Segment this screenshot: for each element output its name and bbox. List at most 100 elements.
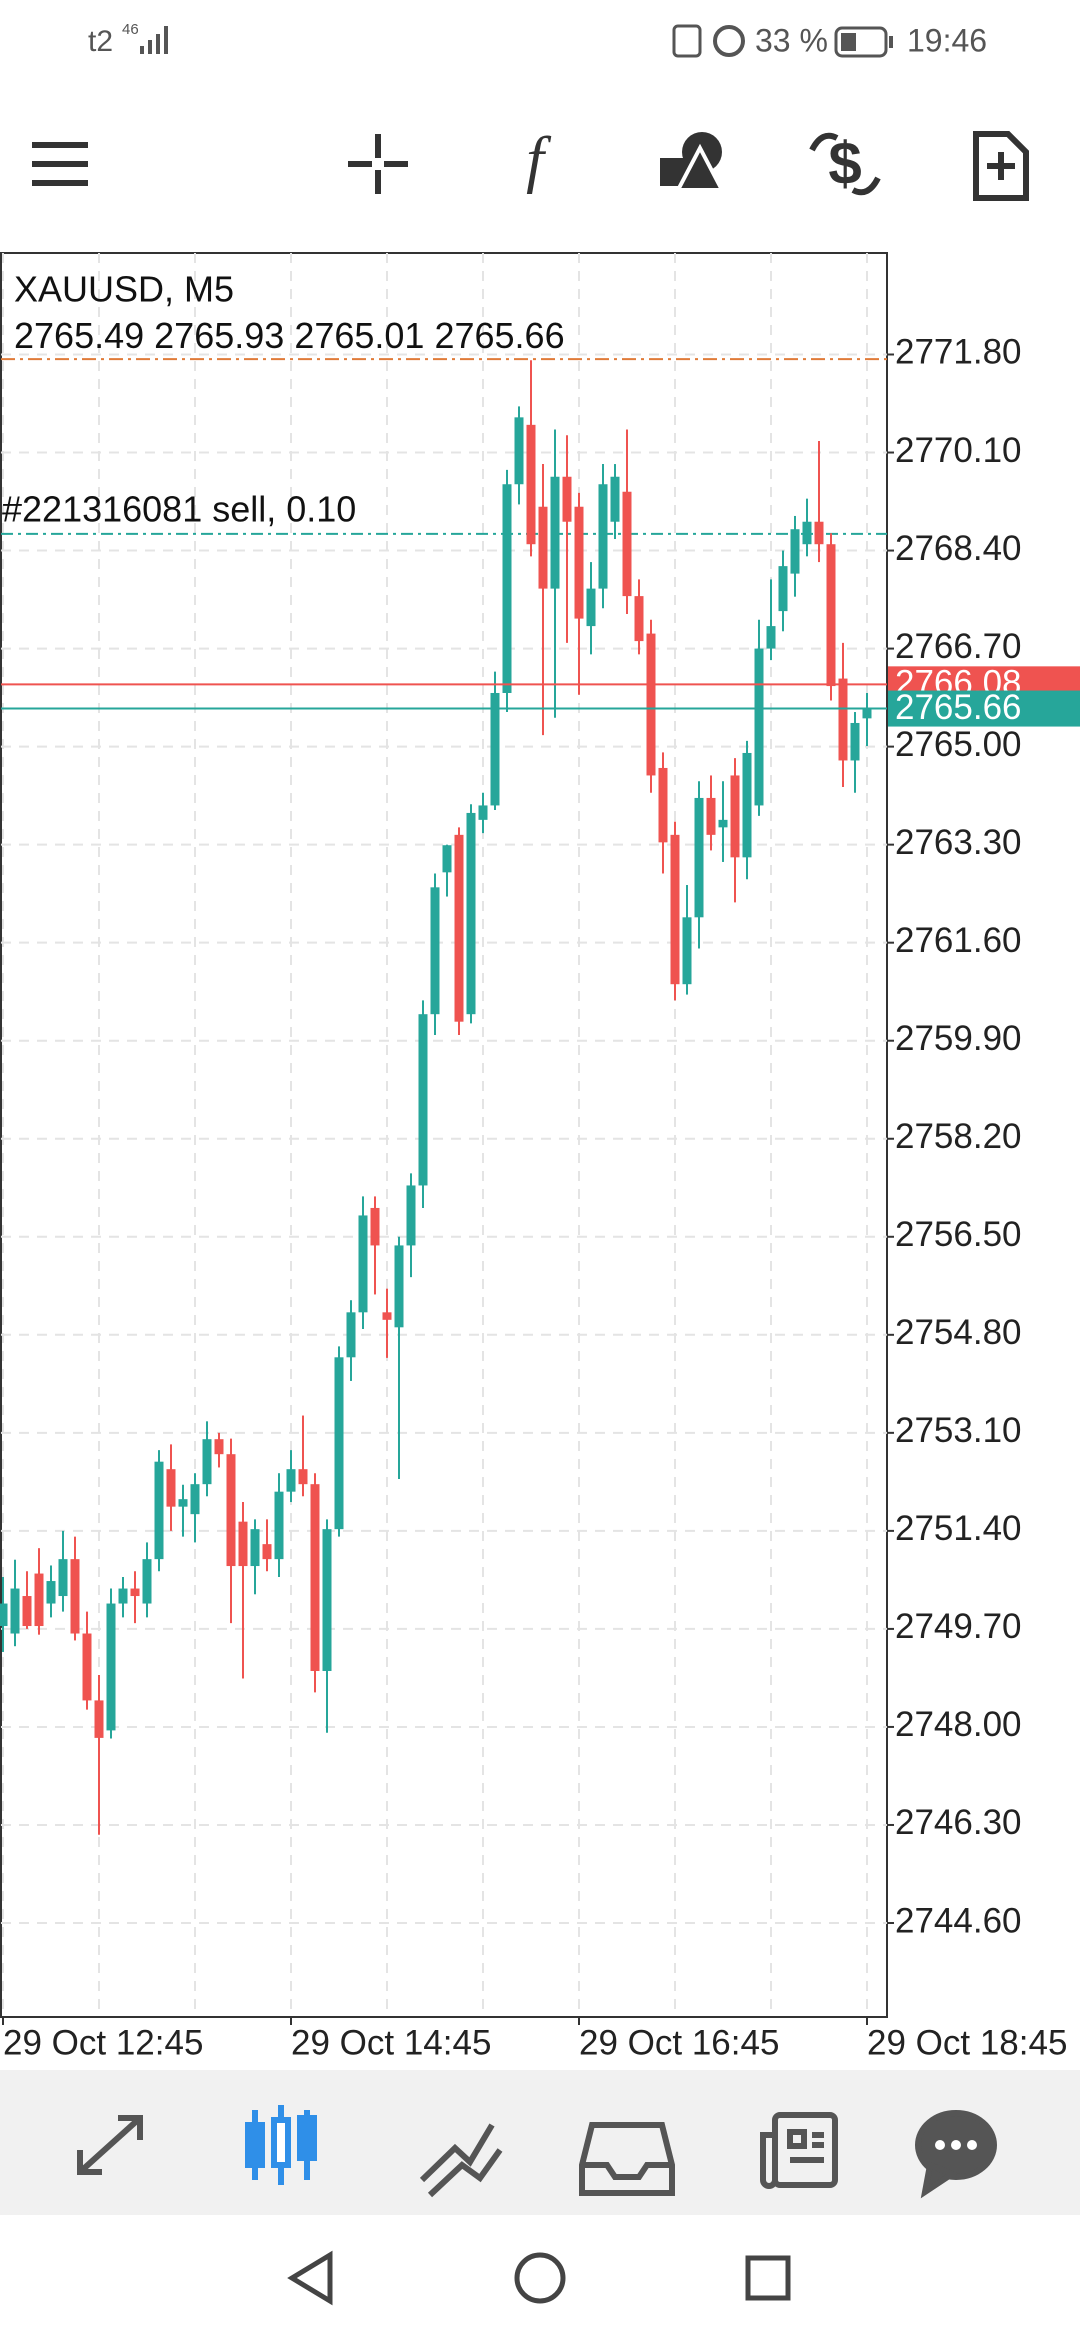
candle-body [166, 1469, 176, 1507]
candle-body [298, 1469, 308, 1485]
candle-body [790, 529, 800, 574]
trade-tab[interactable] [419, 2123, 503, 2198]
recents-button[interactable] [745, 2255, 791, 2301]
candle-body [694, 797, 704, 918]
candle-body [382, 1312, 392, 1320]
bottom-nav [0, 2070, 1080, 2215]
ohlc-close: 2765.66 [434, 315, 564, 356]
back-button[interactable] [287, 2250, 333, 2306]
chart: 2771.80 2770.10 2768.40 2766.70 2765.00 2763.… [0, 253, 1080, 2062]
objects-button[interactable] [660, 132, 726, 192]
candle-body [406, 1185, 416, 1246]
candle-body [826, 544, 836, 687]
candle-body [190, 1484, 200, 1515]
y-tick-label: 2763.30 [895, 823, 1022, 862]
candle-body [214, 1439, 224, 1455]
candle-body [34, 1573, 44, 1627]
x-tick-label: 29 Oct 12:45 [3, 2023, 203, 2062]
quotes-tab[interactable] [77, 2115, 143, 2175]
candle-body [586, 588, 596, 627]
candle-body [598, 484, 608, 589]
new-order-button[interactable] [973, 131, 1029, 201]
battery-icon [834, 26, 893, 58]
candle-body [634, 596, 644, 642]
x-tick-label: 29 Oct 16:45 [579, 2023, 779, 2062]
candle-body [802, 521, 812, 545]
candle-body [466, 812, 476, 1015]
toolbar: f $ [32, 124, 1029, 201]
system-nav [287, 2250, 791, 2306]
candle-body [94, 1700, 104, 1738]
candle-body [682, 917, 692, 985]
candle-body [154, 1461, 164, 1560]
trade-button[interactable]: $ [809, 130, 881, 197]
candle-body [622, 491, 632, 597]
candle-body [442, 845, 452, 873]
candle-body [610, 476, 620, 522]
y-tick-label: 2770.10 [895, 431, 1022, 470]
candle-body [850, 722, 860, 761]
candle-body [730, 775, 740, 858]
candle-body [286, 1469, 296, 1492]
candle-body [562, 476, 572, 522]
y-tick-label: 2759.90 [895, 1019, 1022, 1058]
ohlc-open: 2765.49 [14, 315, 144, 356]
candle-body [706, 797, 716, 835]
candle-body [490, 692, 500, 806]
menu-button[interactable] [32, 142, 88, 186]
chat-tab[interactable] [915, 2110, 997, 2199]
ohlc-label: 2765.49 2765.93 2765.01 2765.66 [14, 315, 565, 356]
y-tick-label: 2753.10 [895, 1411, 1022, 1450]
candle-body [82, 1633, 92, 1701]
indicators-button[interactable]: f [526, 124, 552, 195]
y-tick-label: 2746.30 [895, 1803, 1022, 1842]
signal-icon [140, 26, 168, 54]
candle-body [58, 1559, 68, 1597]
candle-body [514, 417, 524, 485]
chart-frame [0, 252, 888, 2018]
candle-body [550, 476, 560, 589]
candle-body [646, 633, 656, 776]
y-tick-label: 2749.70 [895, 1607, 1022, 1646]
candle-body [226, 1454, 236, 1567]
candle-body [142, 1559, 152, 1604]
network: 46 [122, 21, 139, 38]
y-tick-label: 2751.40 [895, 1509, 1022, 1548]
battery-percent: 33 % [755, 22, 828, 58]
candle-body [862, 708, 872, 719]
candle-body [478, 805, 488, 820]
candle-body [334, 1357, 344, 1530]
news-tab[interactable] [760, 2112, 838, 2189]
crosshair-button[interactable] [348, 134, 408, 194]
candle-body [754, 648, 764, 806]
candle-body [418, 1014, 428, 1186]
bid-label: 2765.66 [895, 688, 1022, 727]
candle-body [766, 626, 776, 649]
candle-body [310, 1484, 320, 1672]
symbol-label: XAUUSD, M5 [14, 269, 234, 310]
ohlc-high: 2765.93 [154, 315, 284, 356]
candle-body [658, 767, 668, 843]
y-tick-label: 2766.70 [895, 627, 1022, 666]
candle-body [430, 887, 440, 1015]
y-tick-label: 2758.20 [895, 1117, 1022, 1156]
chart-tab[interactable] [245, 2105, 317, 2185]
bottom-nav-icons [77, 2105, 997, 2199]
candle-body [10, 1588, 20, 1634]
y-tick-label: 2754.80 [895, 1313, 1022, 1352]
history-tab[interactable] [579, 2122, 675, 2196]
candle-body [118, 1588, 128, 1604]
y-tick-label: 2768.40 [895, 529, 1022, 568]
nfc-icon [672, 24, 702, 58]
bid-box [888, 690, 1080, 727]
candle-body [70, 1559, 80, 1634]
svg-text:$: $ [828, 130, 861, 197]
candle-body [274, 1491, 284, 1560]
candle-body [574, 506, 584, 619]
candle-body [322, 1529, 332, 1672]
candle-body [46, 1581, 56, 1604]
candle-body [106, 1603, 116, 1731]
home-button[interactable] [514, 2252, 566, 2304]
x-tick-label: 29 Oct 14:45 [291, 2023, 491, 2062]
